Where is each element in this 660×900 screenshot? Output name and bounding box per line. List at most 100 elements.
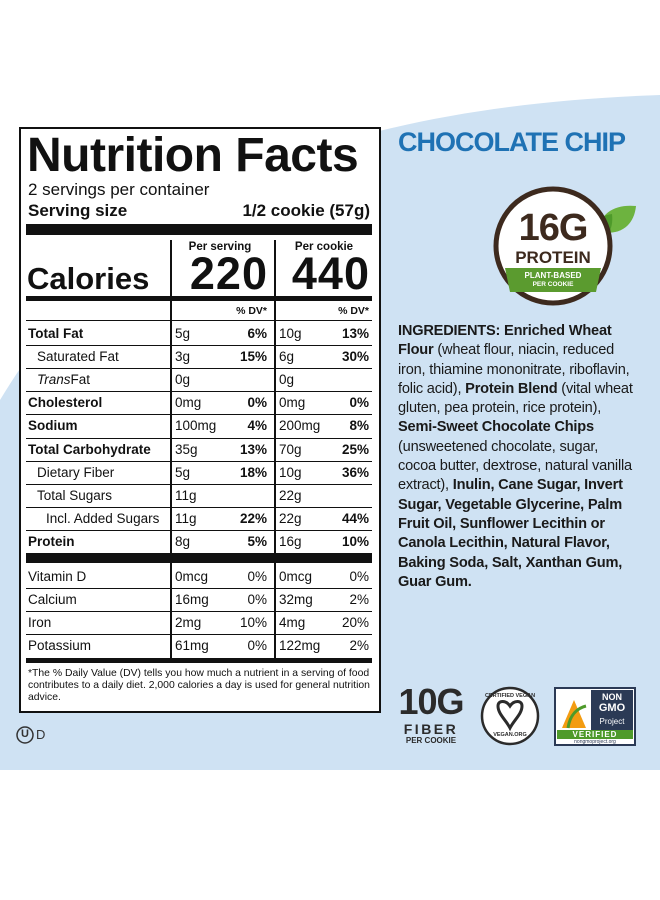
amount: 0mcg [175,568,209,584]
daily-value: 0% [247,638,267,654]
daily-value: 5% [247,534,267,550]
servings: 2 servings per container [28,179,210,199]
nutrient-name: Total Sugars [37,487,113,503]
column-head: Per cookie [294,241,354,254]
kosher-mark: U [21,728,29,741]
row-line [26,437,372,439]
daily-value: 13% [341,325,369,341]
thick-bar [26,553,372,563]
non-gmo-text: GMO [598,702,626,715]
amount: 22g [279,487,302,503]
ingredient-text: (unsweetened chocolate, sugar, cocoa but… [398,438,632,494]
calories-bar [26,296,372,301]
amount: 0mg [175,395,202,411]
amount: 3g [175,348,191,364]
ingredient-text: Protein Blend [465,380,558,397]
non-gmo-dark [591,690,633,730]
amount: 32mg [279,591,313,607]
row-line [26,414,372,416]
amount: 10g [279,325,302,341]
daily-value: 18% [239,464,267,480]
row-line [26,391,372,393]
row-line [26,587,372,589]
fiber-label: FIBER [403,720,459,737]
daily-value: 2% [349,638,369,654]
vegan-heart [496,700,524,732]
amount: 16mg [175,591,209,607]
amount: 61mg [175,638,209,654]
non-gmo-verified: VERIFIED [572,730,618,740]
daily-value: 13% [239,441,267,457]
serving-size-label: Serving size [28,200,128,220]
amount: 6g [279,348,295,364]
row-line [26,530,372,532]
nutrient-name: Sodium [28,418,78,434]
row-line [26,320,372,321]
amount: 0g [279,371,295,387]
amount: 0mg [279,395,306,411]
protein-label: PROTEIN [515,247,591,267]
serving-size: 1/2 cookie (57g) [242,200,370,220]
daily-value: 44% [341,511,369,527]
row-line [26,610,372,612]
daily-value: 8% [349,418,369,434]
vegan-ring [480,686,540,746]
amount: 8g [175,534,191,550]
daily-value: 6% [247,325,267,341]
badge-banner [505,268,601,292]
amount: 2mg [175,614,202,630]
amount: 70g [279,441,302,457]
daily-value: 0% [247,395,267,411]
amount: 16g [279,534,302,550]
column-head: Per serving [188,241,252,254]
amount: 10g [279,464,302,480]
amount: 22g [279,511,302,527]
daily-value: 0% [349,568,369,584]
ingredient-text: (wheat flour, niacin, reduced iron, thia… [398,342,630,397]
column-line [274,240,276,658]
daily-value: 15% [239,348,267,364]
thick-bar [26,224,372,235]
fiber-amount: 10G [398,681,464,723]
nutrient-name: Potassium [28,638,92,654]
calories-label: Calories [27,261,150,297]
dv-header: % DV* [338,304,369,317]
daily-value: 0% [247,591,267,607]
calories-cookie: 440 [291,248,370,299]
nutrient-name: Trans [37,371,71,387]
fiber-sub: PER COOKIE [405,736,457,746]
ingredient-text: Semi-Sweet Chocolate Chips [398,419,594,436]
non-gmo-text: Project [599,717,625,727]
daily-value: 0% [349,395,369,411]
amount: 5g [175,464,191,480]
protein-sub: PER COOKIE [532,281,574,289]
ingredient-text: (vital wheat gluten, pea protein, rice p… [398,380,633,417]
amount: 0mcg [279,568,313,584]
thick-bar [26,657,372,663]
protein-amount: 16G [518,207,589,250]
nutrient-name: Saturated Fat [37,348,119,364]
amount: 122mg [279,638,321,654]
amount: 4mg [279,614,306,630]
nutrient-name: Calcium [28,591,77,607]
amount: 0g [175,371,191,387]
daily-value: 25% [341,441,369,457]
protein-sub: PLANT-BASED [524,271,582,281]
column-line [170,240,172,658]
non-gmo-url: nongmoproject.org [574,739,616,745]
daily-value: 2% [349,591,369,607]
nutrient-name: Iron [28,614,52,630]
amount: 11g [175,511,197,527]
kosher-suffix: D [36,727,46,743]
nutrient-name: Dietary Fiber [37,464,115,480]
nutrient-name: Protein [28,534,75,550]
amount: 11g [175,487,197,503]
non-gmo-verified-bar [557,730,633,739]
non-gmo-leaf [566,704,587,729]
kosher-circle [16,726,34,744]
amount: 35g [175,441,198,457]
flavor-title: CHOCOLATE CHIP [398,126,626,157]
nutrient-name: Cholesterol [28,395,103,411]
daily-value: 36% [341,464,369,480]
